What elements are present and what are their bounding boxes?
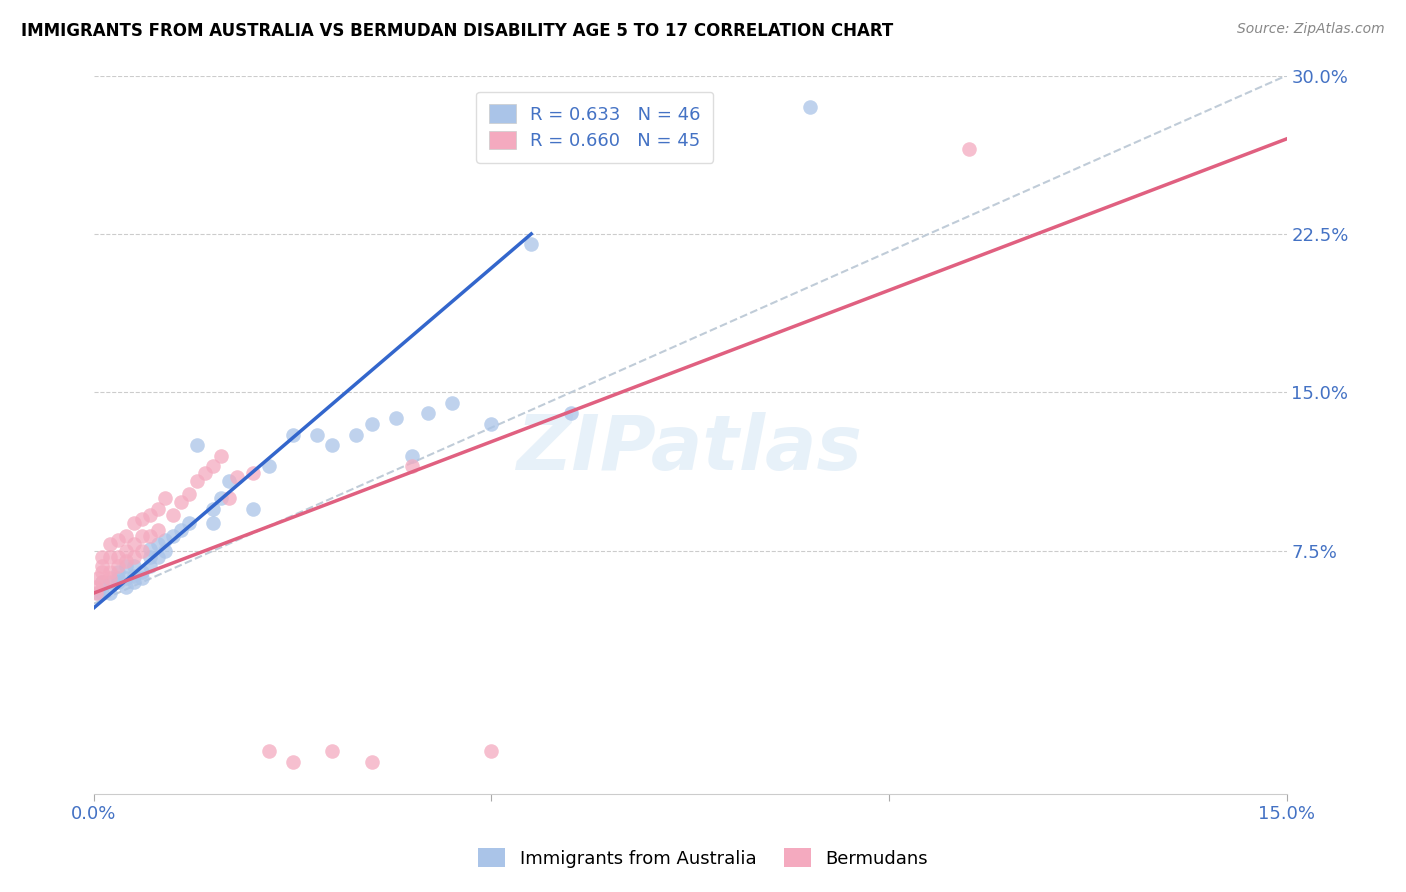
Point — [186, 474, 208, 488]
Point — [957, 143, 980, 157]
Point — [90, 558, 112, 573]
Point — [114, 543, 136, 558]
Point — [107, 533, 129, 548]
Point — [257, 744, 280, 758]
Point — [155, 491, 177, 505]
Point — [122, 569, 145, 583]
Point — [242, 466, 264, 480]
Point — [401, 459, 423, 474]
Point — [155, 543, 177, 558]
Text: Source: ZipAtlas.com: Source: ZipAtlas.com — [1237, 22, 1385, 37]
Point — [155, 533, 177, 548]
Point — [90, 565, 112, 579]
Point — [281, 755, 304, 769]
Point — [87, 586, 110, 600]
Point — [321, 744, 343, 758]
Point — [122, 516, 145, 531]
Point — [114, 558, 136, 573]
Point — [560, 407, 582, 421]
Point — [186, 438, 208, 452]
Point — [799, 100, 821, 114]
Point — [90, 550, 112, 565]
Point — [209, 449, 232, 463]
Point — [131, 529, 153, 543]
Point — [202, 459, 225, 474]
Point — [131, 543, 153, 558]
Point — [107, 565, 129, 579]
Legend: R = 0.633   N = 46, R = 0.660   N = 45: R = 0.633 N = 46, R = 0.660 N = 45 — [477, 92, 713, 163]
Point — [131, 571, 153, 585]
Point — [281, 427, 304, 442]
Point — [138, 541, 160, 556]
Point — [146, 523, 169, 537]
Point — [122, 575, 145, 590]
Point — [305, 427, 328, 442]
Point — [114, 554, 136, 568]
Point — [162, 529, 184, 543]
Point — [122, 537, 145, 551]
Point — [385, 410, 408, 425]
Point — [194, 466, 217, 480]
Point — [138, 558, 160, 573]
Point — [257, 459, 280, 474]
Point — [98, 575, 121, 590]
Point — [98, 571, 121, 585]
Text: ZIPatlas: ZIPatlas — [517, 412, 863, 486]
Point — [98, 550, 121, 565]
Point — [87, 571, 110, 585]
Point — [98, 565, 121, 579]
Point — [122, 550, 145, 565]
Point — [84, 586, 107, 600]
Point — [242, 501, 264, 516]
Point — [107, 550, 129, 565]
Point — [481, 744, 503, 758]
Point — [114, 571, 136, 585]
Point — [361, 417, 384, 431]
Point — [131, 565, 153, 579]
Point — [107, 575, 129, 590]
Legend: Immigrants from Australia, Bermudans: Immigrants from Australia, Bermudans — [467, 838, 939, 879]
Point — [131, 512, 153, 526]
Point — [226, 470, 249, 484]
Point — [218, 491, 240, 505]
Text: IMMIGRANTS FROM AUSTRALIA VS BERMUDAN DISABILITY AGE 5 TO 17 CORRELATION CHART: IMMIGRANTS FROM AUSTRALIA VS BERMUDAN DI… — [21, 22, 893, 40]
Point — [98, 537, 121, 551]
Point — [86, 580, 108, 594]
Point — [114, 529, 136, 543]
Point — [440, 396, 463, 410]
Point — [138, 550, 160, 565]
Point — [107, 571, 129, 585]
Point — [344, 427, 367, 442]
Point — [138, 529, 160, 543]
Point — [90, 586, 112, 600]
Point — [146, 550, 169, 565]
Point — [202, 501, 225, 516]
Point — [138, 508, 160, 522]
Point — [122, 558, 145, 573]
Point — [321, 438, 343, 452]
Point — [481, 417, 503, 431]
Point — [179, 516, 201, 531]
Point — [90, 575, 112, 590]
Point — [98, 586, 121, 600]
Point — [209, 491, 232, 505]
Point — [179, 487, 201, 501]
Point — [361, 755, 384, 769]
Point — [114, 580, 136, 594]
Point — [146, 537, 169, 551]
Point — [401, 449, 423, 463]
Point — [218, 474, 240, 488]
Point — [170, 495, 193, 509]
Point — [416, 407, 439, 421]
Point — [202, 516, 225, 531]
Point — [90, 575, 112, 590]
Point — [107, 558, 129, 573]
Point — [520, 237, 543, 252]
Point — [162, 508, 184, 522]
Point — [170, 523, 193, 537]
Point — [146, 501, 169, 516]
